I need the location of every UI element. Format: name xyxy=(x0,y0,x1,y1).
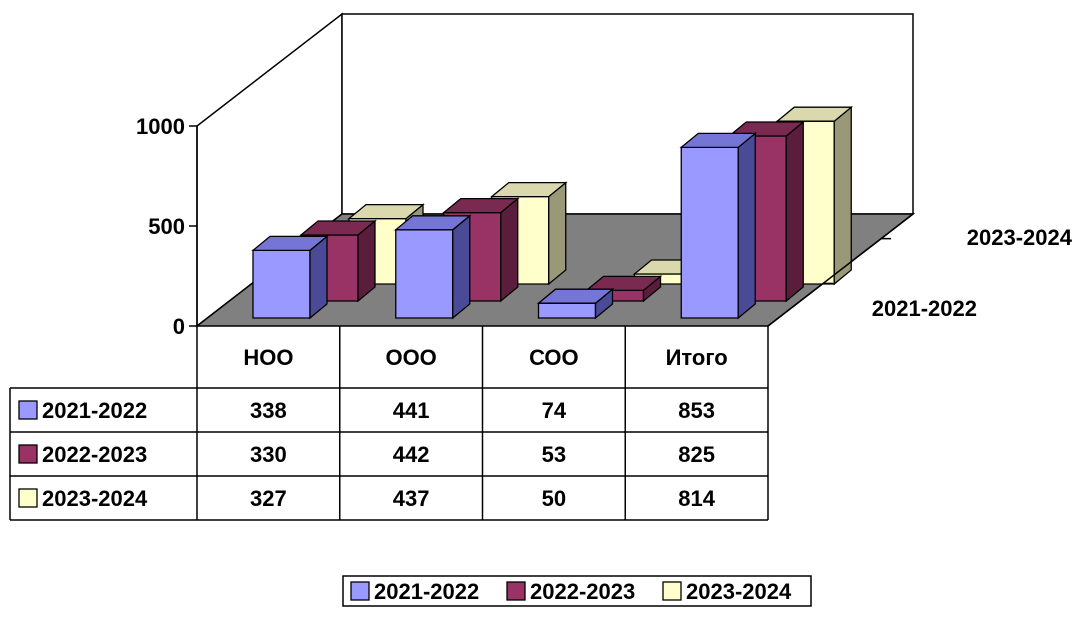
bar-2021-2022-соо xyxy=(536,287,615,320)
series-swatch xyxy=(18,488,38,508)
bar-side xyxy=(785,120,804,303)
bar-top xyxy=(775,106,854,122)
data-value: 814 xyxy=(678,486,715,511)
bar-top xyxy=(299,220,377,236)
bar-top xyxy=(251,235,329,252)
bar-side xyxy=(452,214,471,320)
data-value: 441 xyxy=(393,398,430,423)
legend-label: 2022-2023 xyxy=(530,579,635,604)
bar-top xyxy=(347,203,425,220)
series-swatch xyxy=(18,444,38,464)
series-label: 2022-2023 xyxy=(42,442,147,467)
bar-side xyxy=(500,197,519,303)
data-value: 437 xyxy=(393,486,430,511)
data-value: 853 xyxy=(678,398,715,423)
bar-top xyxy=(536,288,615,304)
depth-axis-line xyxy=(767,213,914,327)
bar-top xyxy=(441,197,520,214)
data-value: 53 xyxy=(542,442,566,467)
bar-front xyxy=(680,146,739,319)
bar-2021-2022-ооо xyxy=(393,214,472,320)
legend-label: 2021-2022 xyxy=(374,579,479,604)
bar-side xyxy=(833,105,852,286)
series-swatch xyxy=(18,400,38,420)
data-value: 50 xyxy=(542,486,566,511)
y-tick-label: 500 xyxy=(148,214,185,239)
legend-swatch xyxy=(662,581,682,601)
bar-2021-2022-итого xyxy=(679,132,758,320)
bar-front xyxy=(395,229,454,319)
legend-label: 2023-2024 xyxy=(686,579,792,604)
depth-label: 2023-2024 xyxy=(967,225,1073,250)
data-value: 74 xyxy=(542,398,567,423)
bar-top xyxy=(393,215,472,231)
depth-label: 2021-2022 xyxy=(872,296,977,321)
series-label: 2021-2022 xyxy=(42,398,147,423)
bar-top xyxy=(727,121,806,137)
bar-side xyxy=(737,132,756,320)
data-value: 825 xyxy=(678,442,715,467)
category-label: НОО xyxy=(243,345,293,370)
y-tick-label: 1000 xyxy=(136,114,185,139)
category-label: Итого xyxy=(666,345,728,370)
bar-2021-2022-ноо xyxy=(251,235,329,320)
legend-swatch xyxy=(350,581,370,601)
bar-front xyxy=(252,249,311,319)
bar-front xyxy=(537,302,597,319)
bar-side xyxy=(548,181,567,286)
category-label: СОО xyxy=(529,345,579,370)
legend-swatch xyxy=(506,581,526,601)
bar-top xyxy=(679,132,758,149)
bars-layer xyxy=(251,105,854,320)
legend: 2021-2022 2022-2023 2023-2024 xyxy=(342,575,812,607)
depth-axis: 2021-2022 2023-2024 xyxy=(767,213,1073,327)
y-tick-label: 0 xyxy=(173,314,185,339)
bar-top xyxy=(584,275,663,292)
bar-top xyxy=(489,181,568,198)
value-axis: 0 500 1000 xyxy=(136,114,198,339)
data-value: 338 xyxy=(250,398,287,423)
legend-box xyxy=(342,575,812,607)
bar-2022-2023-соо xyxy=(584,275,663,303)
data-value: 327 xyxy=(250,486,287,511)
category-label: ООО xyxy=(385,345,436,370)
series-label: 2023-2024 xyxy=(42,486,148,511)
data-table: НОО ООО СОО Итого 2021-2022 338 441 74 853 2022-2… xyxy=(9,326,769,521)
data-value: 442 xyxy=(393,442,430,467)
data-value: 330 xyxy=(250,442,287,467)
